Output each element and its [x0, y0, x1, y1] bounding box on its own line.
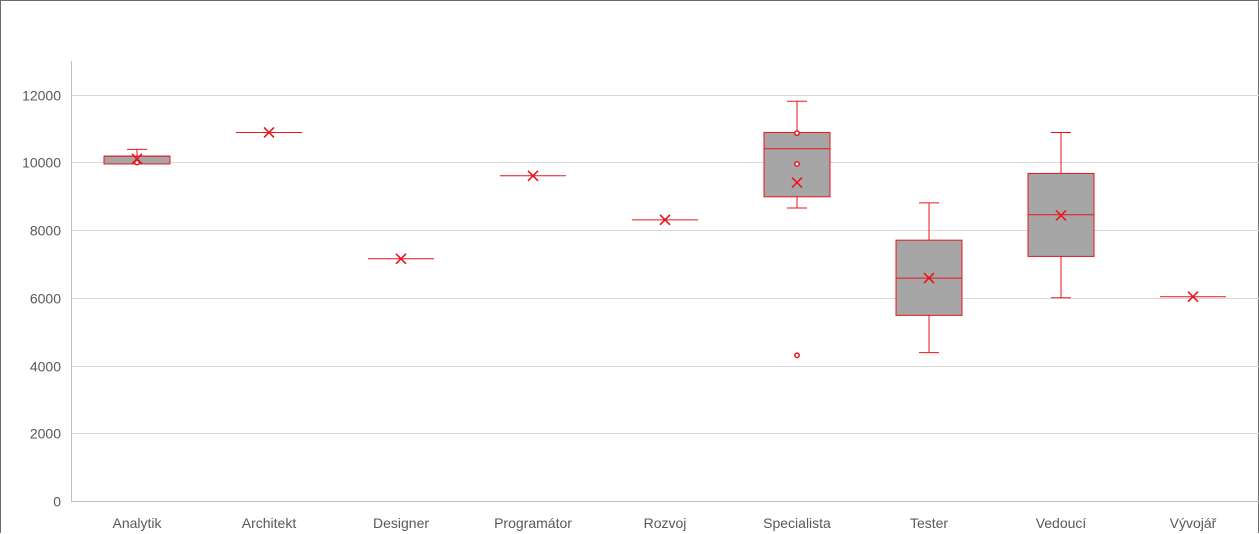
box-specialista	[763, 100, 831, 359]
outlier-point	[794, 160, 800, 167]
box-vývojář	[1160, 291, 1226, 303]
y-tick-label: 12000	[22, 88, 61, 104]
box-analytik	[103, 148, 171, 166]
mean-marker	[659, 214, 671, 226]
box-designer	[368, 253, 434, 265]
y-tick-label: 4000	[30, 359, 61, 375]
y-axis: 0 2000 4000 6000 8000 10000 12000	[22, 61, 72, 510]
x-axis: Analytik Architekt Designer Programátor Rozv…	[71, 501, 1259, 531]
mean-marker	[263, 126, 275, 139]
box-rozvoj	[632, 214, 698, 226]
y-tick-label: 0	[53, 494, 61, 510]
box-vedoucí	[1027, 131, 1095, 299]
outlier-point	[134, 159, 140, 166]
x-tick-label: Tester	[910, 515, 948, 531]
y-tick-label: 2000	[30, 426, 61, 442]
x-tick-label: Specialista	[763, 515, 831, 531]
mean-marker	[527, 170, 539, 182]
x-tick-label: Vedoucí	[1036, 515, 1087, 531]
box-tester	[895, 202, 963, 354]
mean-marker	[1055, 209, 1067, 221]
mean-marker	[1187, 291, 1199, 303]
box-architekt	[236, 126, 302, 139]
y-tick-label: 6000	[30, 291, 61, 307]
plot-area	[103, 100, 1226, 359]
outlier-point	[794, 130, 800, 137]
mean-marker	[791, 177, 803, 189]
x-tick-label: Rozvoj	[644, 515, 687, 531]
outlier-point	[794, 352, 800, 359]
x-tick-label: Vývojář	[1170, 515, 1217, 531]
x-tick-label: Analytik	[112, 515, 162, 531]
gridlines	[71, 95, 1259, 434]
mean-marker	[395, 253, 407, 265]
y-tick-label: 8000	[30, 223, 61, 239]
box-programátor	[500, 170, 566, 182]
x-tick-label: Designer	[373, 515, 429, 531]
mean-marker	[923, 272, 935, 284]
x-tick-label: Programátor	[494, 515, 572, 531]
y-tick-label: 10000	[22, 155, 61, 171]
x-tick-label: Architekt	[242, 515, 297, 531]
mean-marker	[131, 153, 143, 165]
